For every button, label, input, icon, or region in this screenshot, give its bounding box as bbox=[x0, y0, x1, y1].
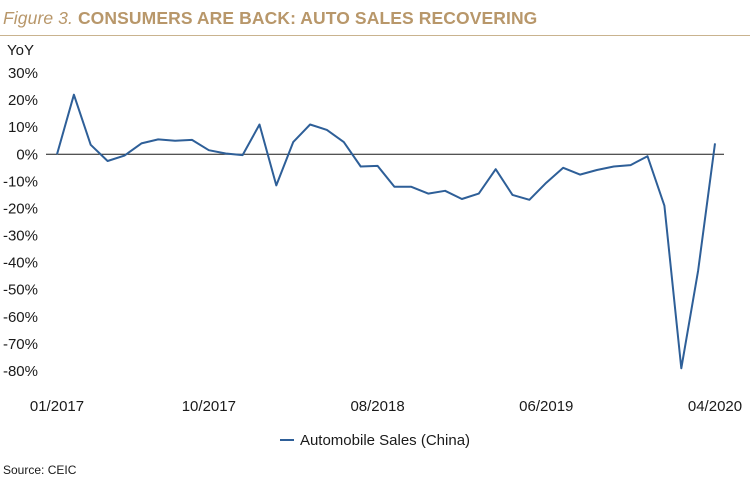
y-tick-label: -50% bbox=[3, 282, 38, 299]
legend-label: Automobile Sales (China) bbox=[299, 432, 471, 449]
x-axis: 01/2017 10/2017 08/2018 06/2019 04/2020 bbox=[30, 398, 742, 415]
y-tick-label: 20% bbox=[8, 92, 38, 109]
y-tick-label: 0% bbox=[16, 146, 38, 163]
legend: Automobile Sales (China) bbox=[0, 432, 750, 449]
chart-title: Figure 3. CONSUMERS ARE BACK: AUTO SALES… bbox=[3, 8, 537, 29]
title-text: CONSUMERS ARE BACK: AUTO SALES RECOVERIN… bbox=[77, 8, 538, 28]
source-note: Source: CEIC bbox=[3, 463, 77, 477]
y-axis: 30% 20% 10% 0% -10% -20% -30% -40% -50% -60% -70% -… bbox=[3, 65, 38, 380]
x-tick-label: 01/2017 bbox=[30, 398, 84, 415]
y-tick-label: -20% bbox=[3, 200, 38, 217]
y-tick-label: -80% bbox=[3, 363, 38, 380]
series-line-automobile-sales bbox=[56, 93, 716, 370]
x-tick-label: 08/2018 bbox=[350, 398, 404, 415]
y-tick-label: -60% bbox=[3, 309, 38, 326]
x-tick-label: 04/2020 bbox=[688, 398, 742, 415]
line-chart: 30% 20% 10% 0% -10% -20% -30% -40% -50% -60% -70% -… bbox=[3, 42, 742, 415]
y-tick-label: -40% bbox=[3, 255, 38, 272]
legend-swatch bbox=[279, 439, 294, 442]
figure-label: Figure 3. bbox=[3, 8, 73, 28]
y-axis-label: YoY bbox=[7, 42, 34, 59]
x-tick-label: 10/2017 bbox=[182, 398, 236, 415]
x-tick-label: 06/2019 bbox=[519, 398, 573, 415]
title-rule bbox=[0, 35, 750, 36]
y-tick-label: -10% bbox=[3, 173, 38, 190]
series-layer bbox=[56, 93, 716, 370]
y-tick-label: 30% bbox=[8, 65, 38, 82]
y-tick-label: -70% bbox=[3, 336, 38, 353]
y-tick-label: -30% bbox=[3, 228, 38, 245]
y-tick-label: 10% bbox=[8, 119, 38, 136]
